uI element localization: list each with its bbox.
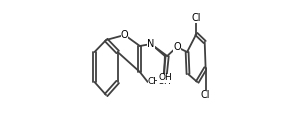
Text: O: O [121,30,128,40]
Text: N: N [147,39,155,49]
Text: OH: OH [158,73,172,83]
Text: Cl: Cl [201,90,210,100]
Text: OH: OH [157,78,171,86]
Text: O: O [173,42,181,52]
Text: CH₃: CH₃ [148,78,164,86]
Text: Cl: Cl [192,13,201,23]
